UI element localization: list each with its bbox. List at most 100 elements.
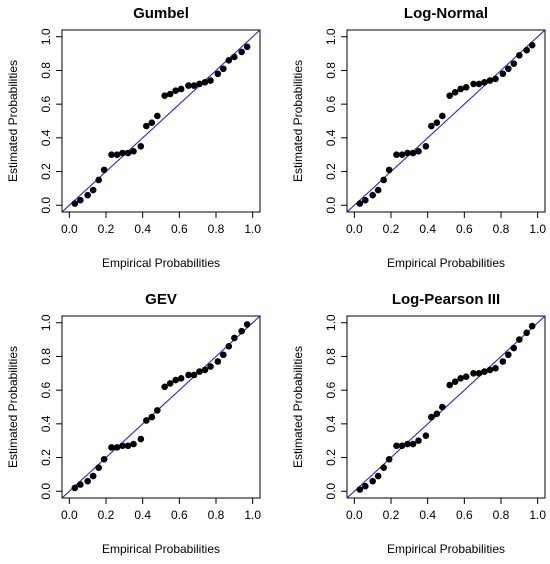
data-point: [528, 41, 536, 49]
x-axis-label: Empirical Probabilities: [387, 542, 505, 556]
data-point: [462, 373, 470, 380]
data-point: [385, 166, 393, 174]
x-tick-label: 0.0: [346, 508, 363, 522]
x-tick-label: 0.0: [61, 508, 78, 522]
data-point: [143, 122, 150, 130]
y-tick-label: 0.6: [39, 381, 53, 398]
data-point: [374, 186, 382, 194]
y-tick-label: 1.0: [39, 28, 53, 45]
data-point: [398, 442, 406, 450]
data-point: [422, 142, 430, 150]
y-tick-label: 0.0: [324, 197, 338, 214]
data-point: [220, 351, 227, 359]
data-point: [523, 329, 530, 337]
x-tick-label: 0.6: [171, 222, 188, 236]
data-point: [415, 437, 422, 445]
y-tick-label: 0.4: [39, 415, 53, 432]
data-point: [154, 407, 161, 414]
data-point: [119, 442, 126, 450]
data-point: [486, 366, 494, 374]
data-point: [451, 89, 459, 96]
data-point: [505, 65, 512, 73]
y-tick-label: 0.2: [324, 163, 338, 180]
reference-line: [347, 316, 545, 498]
x-tick-label: 0.8: [493, 222, 510, 236]
panel-4: 0.0 0.0 0.2 0.2 0.4 0.4 0.6 0.6 0.8 0.8 1.0 1.0 Log-…: [291, 291, 546, 556]
data-point: [516, 336, 523, 343]
data-point: [243, 43, 251, 51]
data-point: [172, 87, 179, 94]
data-point: [528, 322, 536, 330]
data-point: [95, 176, 102, 184]
data-point: [201, 366, 209, 374]
data-point: [510, 60, 518, 68]
data-point: [446, 381, 453, 389]
data-point: [404, 149, 411, 157]
data-point: [95, 464, 102, 471]
data-point: [148, 413, 156, 421]
data-point: [486, 77, 494, 84]
data-point: [428, 122, 435, 130]
data-point: [124, 442, 132, 450]
data-point: [428, 413, 435, 421]
plot-frame: [346, 29, 546, 213]
reference-line: [62, 316, 260, 498]
data-point: [362, 196, 369, 204]
data-point: [220, 65, 227, 73]
data-point: [510, 344, 518, 352]
data-point: [119, 149, 126, 157]
data-point: [231, 334, 238, 342]
panel-2: 0.0 0.0 0.2 0.2 0.4 0.4 0.6 0.6 0.8 0.8 1.0 1.0 Log-…: [291, 5, 546, 270]
data-point: [113, 444, 121, 451]
data-point: [475, 369, 483, 377]
data-point: [238, 48, 245, 56]
data-point: [185, 82, 192, 89]
data-point: [214, 70, 222, 78]
y-tick-label: 0.2: [324, 449, 338, 466]
data-point: [499, 70, 507, 78]
data-point: [369, 477, 376, 485]
panel-1: 0.0 0.0 0.2 0.2 0.4 0.4 0.6 0.6 0.8 0.8 1.0 1.0 Gumb…: [6, 5, 261, 270]
data-point: [446, 92, 453, 100]
data-point: [380, 176, 387, 184]
x-tick-label: 0.4: [419, 222, 436, 236]
y-tick-label: 1.0: [324, 28, 338, 45]
y-tick-label: 0.4: [324, 415, 338, 432]
x-tick-label: 0.6: [171, 508, 188, 522]
data-point: [457, 375, 464, 382]
data-point: [356, 486, 364, 493]
x-tick-label: 0.2: [383, 222, 400, 236]
y-axis-label: Estimated Probabilities: [6, 346, 20, 468]
x-tick-label: 0.0: [346, 222, 363, 236]
x-tick-label: 0.0: [61, 222, 78, 236]
data-point: [470, 80, 477, 88]
x-tick-label: 0.6: [456, 508, 473, 522]
data-point: [71, 484, 79, 492]
data-point: [166, 90, 174, 98]
data-point: [231, 53, 238, 61]
data-point: [196, 80, 203, 88]
data-point: [207, 363, 214, 370]
x-tick-label: 0.4: [419, 508, 436, 522]
x-tick-label: 0.8: [208, 508, 225, 522]
y-tick-label: 1.0: [324, 314, 338, 331]
data-point: [100, 455, 108, 463]
data-point: [185, 371, 192, 379]
x-tick-label: 1.0: [244, 222, 261, 236]
data-point: [393, 151, 400, 159]
data-point: [492, 75, 499, 83]
data-point: [89, 472, 97, 480]
data-point: [77, 196, 84, 204]
x-tick-label: 0.4: [134, 508, 151, 522]
y-tick-label: 0.8: [324, 62, 338, 79]
data-point: [415, 148, 422, 155]
y-axis-label: Estimated Probabilities: [291, 60, 305, 182]
y-tick-label: 0.2: [39, 449, 53, 466]
y-tick-label: 0.4: [324, 129, 338, 146]
y-tick-label: 0.6: [324, 95, 338, 112]
x-axis-label: Empirical Probabilities: [387, 256, 505, 270]
data-point: [84, 191, 91, 199]
data-point: [177, 85, 185, 93]
data-point: [398, 151, 406, 159]
